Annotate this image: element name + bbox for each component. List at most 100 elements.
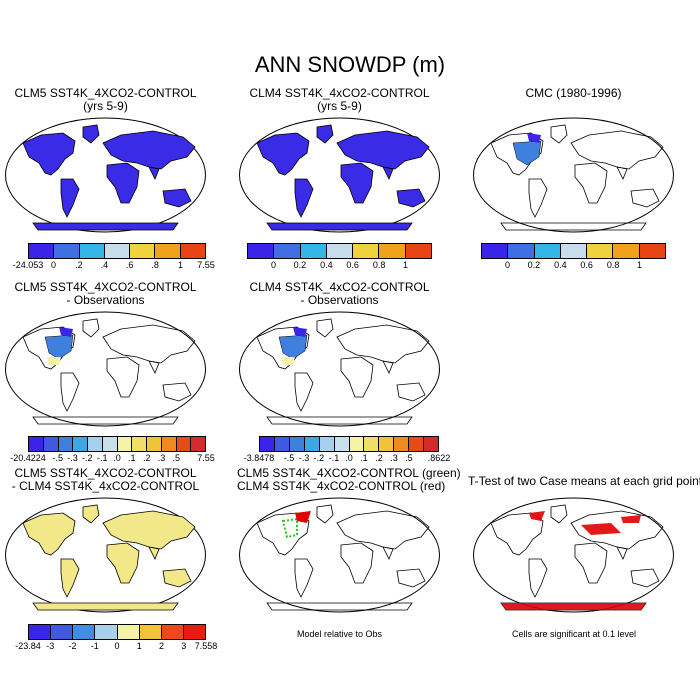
continent-india [616, 546, 628, 560]
panel-clm5-minus-clm4: CLM5 SST4K_4XCO2-CONTROL - CLM4 SST4K_4x… [3, 466, 217, 657]
colorbar-cmc-obs: 0 0.2 0.4 0.6 0.8 1 [481, 243, 666, 271]
colorbar-label: .4 [100, 260, 109, 270]
colorbar-swatch [180, 244, 205, 258]
continent-australia [630, 568, 660, 588]
continent-greenland [82, 124, 100, 144]
continent-eurasia [102, 130, 196, 170]
colorbar-swatch [102, 437, 118, 451]
colorbar-label: .3 [390, 453, 398, 463]
colorbar-swatch [29, 244, 55, 258]
colorbar-clm5-minus-obs: -20.4224 -.5 -.3 -.2 -.1 .0 .1 .2 .3 .5 … [10, 436, 215, 464]
map-clm5-control [5, 117, 206, 233]
continent-antarctica [32, 416, 179, 425]
panel-clm5-control: CLM5 SST4K_4XCO2-CONTROL (yrs 5-9) -24.0… [3, 86, 215, 272]
continent-eurasia [336, 510, 430, 550]
colorbar-swatch [379, 437, 395, 451]
continent-australia [162, 382, 192, 402]
colorbar-swatch [58, 437, 74, 451]
continent-australia [396, 188, 426, 208]
clm5-marker-region [281, 517, 298, 539]
colorbar-label: .0 [345, 453, 353, 463]
continent-greenland [550, 124, 568, 144]
colorbar-label: .1 [360, 453, 368, 463]
continent-south-america [60, 372, 80, 412]
colorbar-label: .3 [157, 453, 166, 463]
panel-title: CLM4 SST4K_4xCO2-CONTROL [249, 280, 430, 294]
colorbar-swatch [73, 437, 88, 451]
continent-antarctica [32, 222, 179, 231]
colorbar-swatch [117, 437, 133, 451]
panel-title: CMC (1980-1996) [525, 86, 622, 100]
panel-title: CLM5 SST4K_4XCO2-CONTROL [14, 86, 197, 100]
colorbar-swatch [560, 244, 588, 258]
map-model-relative-obs [239, 497, 440, 613]
colorbar-swatch [132, 437, 147, 451]
colorbar-swatch [534, 244, 561, 258]
continent-south-america [528, 558, 548, 598]
continent-australia [630, 188, 660, 208]
colorbar-label: 0.2 [293, 260, 307, 270]
colorbar-swatch [409, 437, 425, 451]
continent-africa [574, 542, 608, 584]
colorbar-swatch [289, 437, 305, 451]
continent-india [382, 166, 394, 180]
colorbar-label: -.3 [298, 453, 310, 463]
colorbar-swatch [326, 244, 354, 258]
panel-subtitle: (yrs 5-9) [317, 99, 362, 113]
continent-north-america [22, 512, 76, 556]
continent-antarctica [266, 602, 413, 611]
colorbar-swatch [379, 244, 406, 258]
colorbar-label: .1 [128, 453, 136, 463]
continent-australia [162, 188, 192, 208]
colorbar-swatch [183, 625, 205, 639]
continent-south-america [60, 178, 80, 218]
continent-india [616, 166, 628, 180]
map-clm5-minus-clm4 [5, 497, 206, 613]
colorbar-swatch [424, 437, 439, 451]
colorbar-label: .2 [375, 453, 383, 463]
colorbar-swatch [364, 437, 380, 451]
colorbar-label: .8622 [427, 453, 451, 463]
continent-north-america [256, 512, 310, 556]
colorbar-label: -.2 [82, 453, 93, 463]
colorbar-swatch [73, 625, 96, 639]
panel-clm4-control: CLM4 SST4K_4xCO2-CONTROL (yrs 5-9) 0 0.2… [237, 87, 442, 272]
colorbar-swatch [349, 437, 365, 451]
colorbar-label: .2 [142, 453, 151, 463]
continent-eurasia [570, 510, 664, 550]
colorbar-label: -.1 [96, 453, 108, 463]
colorbar-label: 0.8 [372, 260, 386, 270]
colorbar-label: -23.84 [15, 641, 41, 651]
difference-region [281, 357, 295, 365]
continent-africa [340, 356, 374, 398]
clm4-marker-region [295, 511, 311, 523]
significant-cells [621, 515, 641, 523]
colorbar-swatch [161, 625, 184, 639]
continent-greenland [550, 504, 568, 524]
colorbar-swatch [51, 625, 74, 639]
panel-clm4-minus-obs: CLM4 SST4K_4xCO2-CONTROL - Observations … [237, 280, 450, 463]
panel-title: CLM5 SST4K_4XCO2-CONTROL [14, 466, 197, 480]
colorbar-swatch [54, 244, 80, 258]
colorbar-label: 1 [403, 260, 409, 270]
colorbar-swatch [405, 244, 431, 258]
map-ttest [473, 497, 674, 613]
colorbar-swatch [161, 437, 177, 451]
colorbar-label: .0 [113, 453, 121, 463]
panel-clm5-minus-obs: CLM5 SST4K_4XCO2-CONTROL - Observations … [3, 281, 215, 464]
colorbar-label: -.5 [52, 453, 63, 463]
significant-cells [529, 511, 545, 521]
colorbar-swatch [139, 625, 162, 639]
colorbar-label: -.3 [67, 453, 78, 463]
colorbar-label: 2 [158, 641, 165, 651]
colorbar-swatch [260, 437, 275, 451]
colorbar-label: -24.053 [12, 260, 44, 270]
continent-greenland [82, 504, 100, 524]
continent-greenland [82, 318, 100, 338]
panel-caption: Cells are significant at 0.1 level [511, 629, 637, 639]
colorbar-label: -3.8478 [243, 453, 275, 463]
colorbar-label: -2 [68, 641, 77, 651]
colorbar-label: -1 [90, 641, 99, 651]
colorbar-swatch [274, 244, 301, 258]
continent-africa [340, 162, 374, 204]
